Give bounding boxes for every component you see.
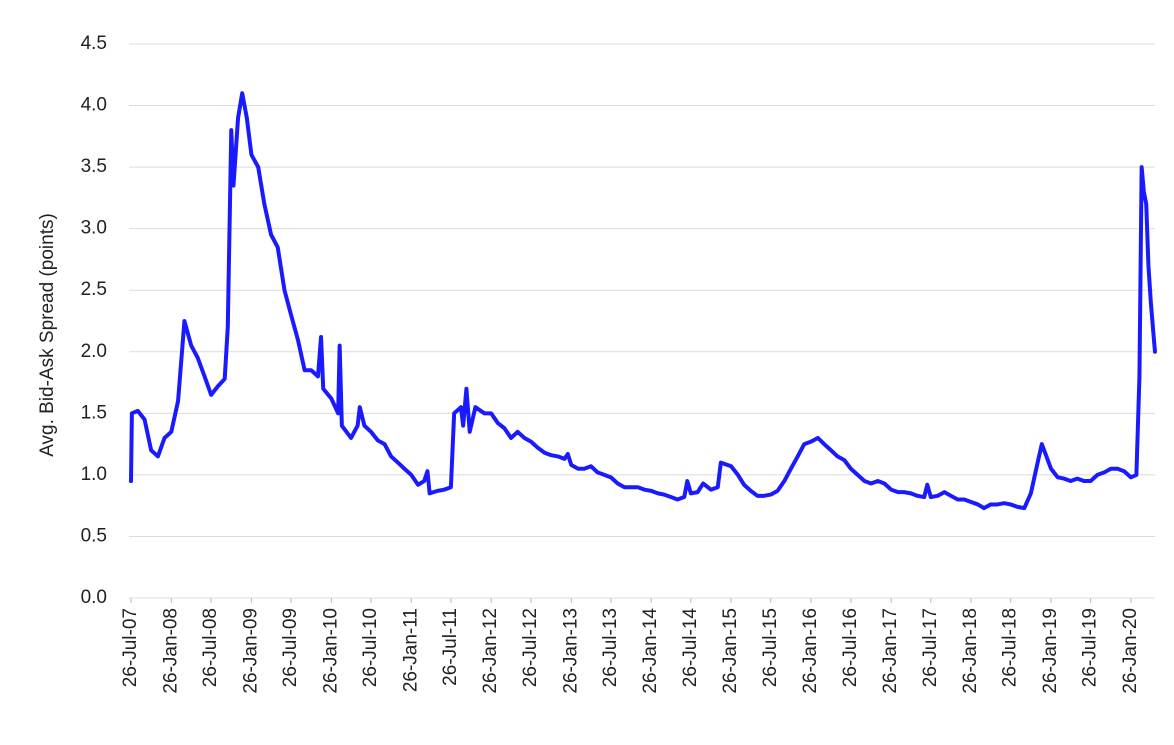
x-tick-label: 26-Jul-08 [200, 608, 221, 687]
y-tick-label: 2.5 [81, 279, 107, 300]
x-tick-label: 26-Jul-14 [680, 608, 701, 688]
x-tick-label: 26-Jan-08 [160, 608, 181, 694]
y-tick-label: 1.5 [81, 402, 107, 423]
y-axis-label: Avg. Bid-Ask Spread (points) [37, 213, 58, 457]
data-line [129, 91, 1157, 511]
x-tick-label: 26-Jul-19 [1080, 608, 1101, 687]
x-tick-label: 26-Jan-10 [320, 608, 341, 694]
y-tick-label: 2.0 [81, 341, 107, 362]
x-tick-label: 26-Jan-12 [480, 608, 501, 694]
x-tick-label: 26-Jan-15 [720, 608, 741, 694]
x-tick-label: 26-Jul-12 [520, 608, 541, 687]
x-tick-label: 26-Jan-19 [1040, 608, 1061, 694]
x-tick-label: 26-Jul-17 [920, 608, 941, 687]
x-tick-label: 26-Jan-16 [800, 608, 821, 694]
y-tick-label: 3.5 [81, 156, 107, 177]
y-tick-label: 0.0 [81, 587, 107, 608]
x-tick-label: 26-Jul-16 [840, 608, 861, 687]
x-tick-label: 26-Jan-13 [560, 608, 581, 694]
x-tick-label: 26-Jan-20 [1120, 608, 1141, 694]
y-tick-label: 4.5 [81, 33, 107, 54]
x-tick-label: 26-Jul-09 [280, 608, 301, 687]
x-tick-label: 26-Jul-11 [440, 608, 461, 686]
y-tick-label: 4.0 [81, 95, 107, 116]
x-tick-label: 26-Jan-09 [240, 608, 261, 694]
x-tick-label: 26-Jan-17 [880, 608, 901, 694]
x-tick-label: 26-Jul-18 [1000, 608, 1021, 687]
x-tick-label: 26-Jul-10 [360, 608, 381, 687]
x-tick-label: 26-Jan-11 [400, 608, 421, 692]
y-tick-label: 0.5 [81, 525, 107, 546]
y-tick-label: 1.0 [81, 464, 107, 485]
x-tick-label: 26-Jul-07 [120, 608, 141, 687]
x-tick-label: 26-Jul-15 [760, 608, 781, 687]
y-tick-label: 3.0 [81, 218, 107, 239]
x-tick-label: 26-Jan-18 [960, 608, 981, 694]
x-tick-label: 26-Jul-13 [600, 608, 621, 687]
x-tick-label: 26-Jan-14 [640, 608, 661, 694]
